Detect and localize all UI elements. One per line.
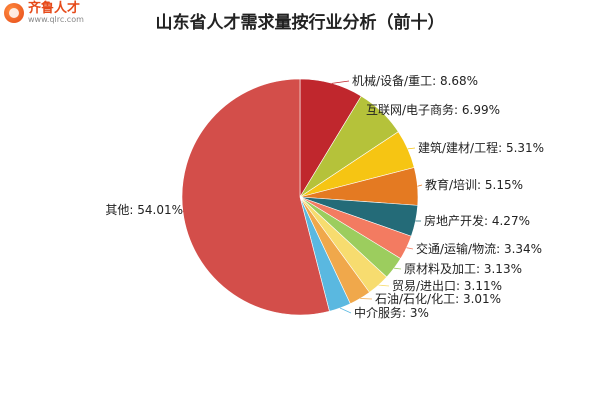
slice-label: 中介服务: 3% [354,305,429,320]
site-logo[interactable]: 齐鲁人才 www.qlrc.com [4,2,84,24]
slice-label: 交通/运输/物流: 3.34% [416,241,542,256]
leader-line [182,209,187,213]
slice-label: 原材料及加工: 3.13% [404,262,522,276]
leader-line [406,247,414,250]
leader-line [360,298,373,300]
logo-text: 齐鲁人才 www.qlrc.com [28,2,84,24]
logo-url: www.qlrc.com [28,15,84,24]
slice-label: 机械/设备/重工: 8.68% [352,73,478,88]
leader-line [394,267,402,270]
leader-line [407,147,416,150]
leader-line [362,109,382,113]
leader-line [339,307,352,314]
slice-label: 房地产开发: 4.27% [424,213,530,228]
leader-line [378,284,390,287]
slice-label: 石油/石化/化工: 3.01% [375,292,501,306]
chart-title: 山东省人才需求量按行业分析（前十） [155,13,445,33]
slice-label: 其他: 54.01% [105,203,183,217]
logo-name: 齐鲁人才 [28,1,81,16]
leader-line [331,80,350,84]
logo-icon [4,3,24,23]
leader-line [417,184,423,187]
slice-label: 教育/培训: 5.15% [425,177,523,192]
slice-label: 建筑/建材/工程: 5.31% [418,140,544,155]
slice-label: 贸易/进出口: 3.11% [392,279,502,293]
slice-label: 互联网/电子商务: 6.99% [366,102,500,117]
